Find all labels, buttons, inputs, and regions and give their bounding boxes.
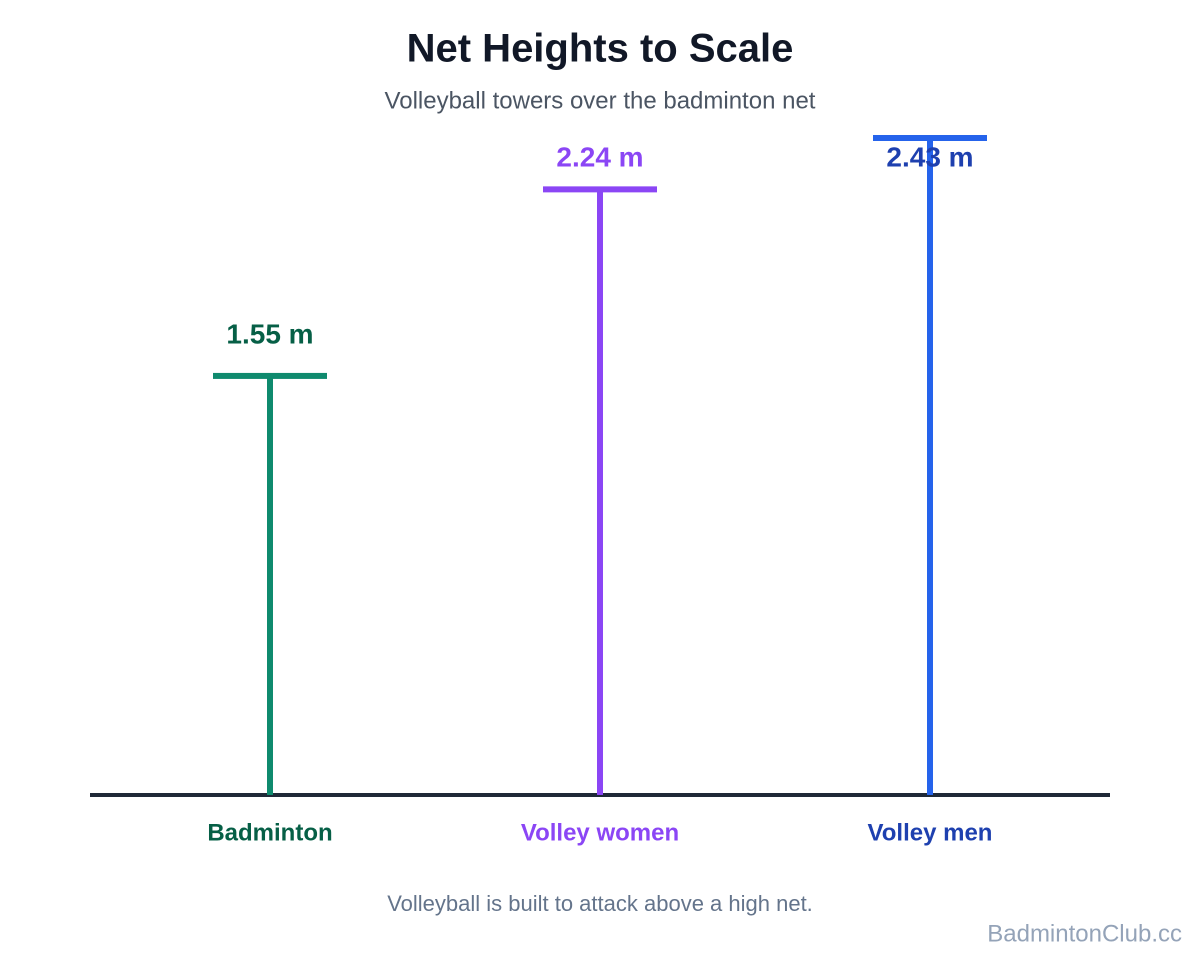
net-post <box>267 375 273 795</box>
watermark: BadmintonClub.cc <box>987 920 1182 947</box>
net-bar <box>873 135 987 141</box>
net-bar <box>213 372 327 379</box>
x-tick-label: Badminton <box>207 819 332 846</box>
net-post <box>927 138 933 795</box>
x-tick-label: Volley women <box>521 819 679 846</box>
caption: Volleyball is built to attack above a hi… <box>387 891 813 916</box>
chart-subtitle: Volleyball towers over the badminton net <box>385 87 816 114</box>
value-label: 1.55 m <box>226 318 313 349</box>
x-tick-label: Volley men <box>868 819 993 846</box>
net-post <box>597 189 603 796</box>
net-bar <box>543 186 657 193</box>
value-label: 2.24 m <box>556 141 643 172</box>
chart-title: Net Heights to Scale <box>407 27 794 71</box>
value-label: 2.43 m <box>886 141 973 172</box>
